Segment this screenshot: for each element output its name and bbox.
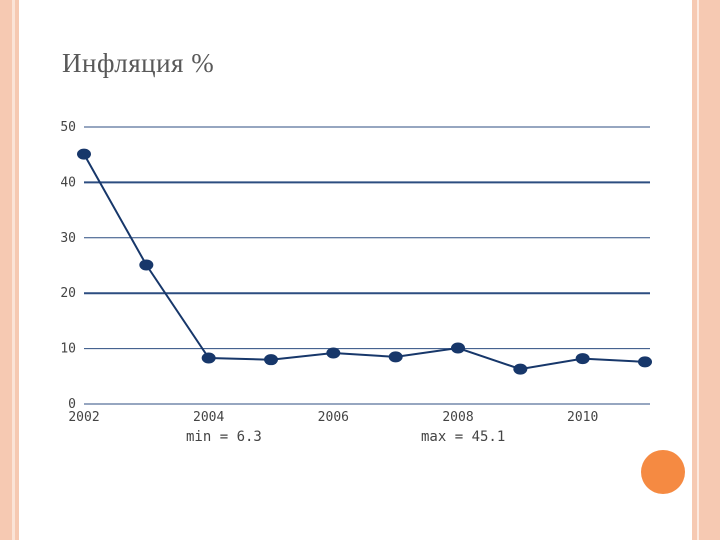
series-points: [77, 148, 652, 375]
series-line: [83, 153, 646, 371]
slide-title-text: Инфляция %: [62, 48, 215, 78]
decorative-orange-circle: [641, 450, 685, 494]
y-tick-label-40: 40: [60, 175, 76, 190]
y-tick-label-0: 0: [68, 397, 76, 412]
y-axis-labels: 0 10 20 30 40 50: [60, 120, 76, 412]
chart-grid: [84, 126, 650, 405]
data-point-2004: [201, 352, 216, 364]
x-tick-label-2006: 2006: [318, 410, 349, 425]
y-tick-label-30: 30: [60, 231, 76, 246]
slide-title: Инфляция %: [62, 48, 214, 79]
x-tick-label-2002: 2002: [68, 410, 99, 425]
data-point-2011: [638, 356, 652, 368]
data-point-2010: [575, 353, 590, 365]
x-tick-label-2004: 2004: [193, 410, 224, 425]
y-tick-label-10: 10: [60, 342, 76, 357]
data-point-2005: [264, 354, 278, 366]
data-point-2007: [388, 351, 403, 363]
slide-frame-right: [692, 0, 720, 540]
data-point-2003: [139, 259, 154, 271]
x-tick-label-2010: 2010: [567, 410, 598, 425]
min-annotation: min = 6.3: [186, 429, 262, 445]
slide-frame-left: [0, 0, 19, 540]
x-tick-label-2008: 2008: [442, 410, 473, 425]
x-axis-labels: 2002 2004 2006 2008 2010: [68, 410, 598, 425]
y-tick-label-20: 20: [60, 286, 76, 301]
data-point-2006: [326, 347, 341, 359]
data-point-2009: [513, 363, 528, 375]
data-point-2008: [451, 342, 465, 354]
data-point-2002: [77, 148, 91, 160]
y-tick-label-50: 50: [60, 120, 76, 135]
max-annotation: max = 45.1: [421, 429, 505, 445]
